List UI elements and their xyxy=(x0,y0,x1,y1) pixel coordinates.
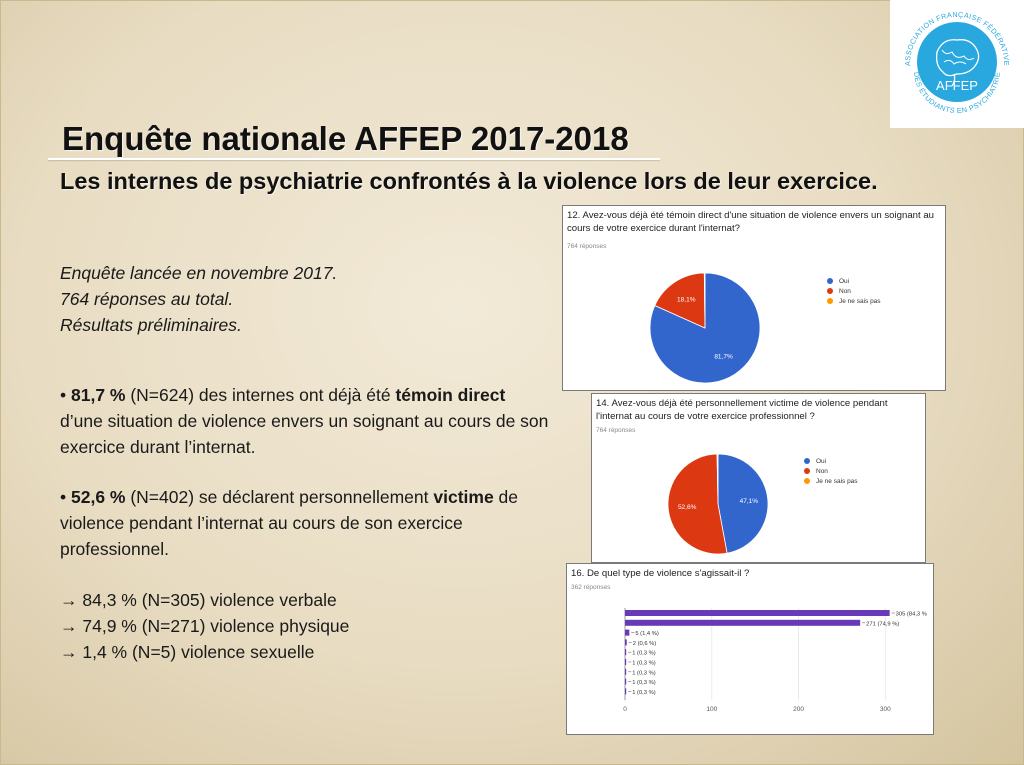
legend-label: Je ne sais pas xyxy=(839,297,881,305)
bullet-text: (N=402) se déclarent personnellement xyxy=(125,487,434,507)
legend-label: Non xyxy=(816,467,828,475)
legend-swatch xyxy=(827,288,833,294)
pie-slice-label: 18,1% xyxy=(677,296,696,303)
pie-slice-label: 52,6% xyxy=(678,504,697,511)
bar xyxy=(625,639,627,646)
legend-item: Je ne sais pas xyxy=(804,476,858,486)
violence-types: → 84,3 % (N=305) violence verbale → 74,9… xyxy=(60,587,349,665)
x-tick-label: 300 xyxy=(880,706,891,713)
intro-block: Enquête lancée en novembre 2017. 764 rép… xyxy=(60,260,337,338)
bar xyxy=(625,659,627,665)
x-tick-label: 0 xyxy=(623,706,627,713)
legend-label: Non xyxy=(839,287,851,295)
legend-item: Non xyxy=(827,286,881,296)
logo-name: AFFEP xyxy=(936,78,978,93)
bar xyxy=(625,678,627,685)
bar-value-label: 2 (0,6 %) xyxy=(633,641,657,647)
chart-legend: Oui Non Je ne sais pas xyxy=(804,456,858,486)
violence-type-line: → 1,4 % (N=5) violence sexuelle xyxy=(60,642,315,662)
pie-slice-non xyxy=(654,272,706,329)
bullet-pct: 52,6 % xyxy=(71,487,126,507)
slide-title: Enquête nationale AFFEP 2017-2018 xyxy=(62,120,629,157)
bar xyxy=(625,649,627,656)
affep-logo: ASSOCIATION FRANÇAISE FÉDÉRATIVE DES ÉTU… xyxy=(890,0,1024,128)
bar xyxy=(625,619,861,626)
legend-item: Je ne sais pas xyxy=(827,296,881,306)
bar-value-label: 271 (74,9 %) xyxy=(866,621,899,627)
pie-slice-label: 47,1% xyxy=(740,498,759,505)
legend-swatch xyxy=(827,298,833,304)
bullet-text: de violence pendant l’internat au cours … xyxy=(60,487,519,559)
violence-type-line: → 84,3 % (N=305) violence verbale xyxy=(60,590,337,610)
bar-value-label: 1 (0,3 %) xyxy=(632,651,656,657)
bullet-witness: • 81,7 % (N=624) des internes ont déjà é… xyxy=(60,385,549,457)
bar-value-label: 1 (0,3 %) xyxy=(632,661,656,667)
bar-value-label: 305 (84,3 % xyxy=(896,612,927,618)
x-tick-label: 200 xyxy=(793,706,804,713)
intro-line: Résultats préliminaires. xyxy=(60,315,242,335)
violence-type-line: → 74,9 % (N=271) violence physique xyxy=(60,616,350,636)
pie-slice-non xyxy=(667,453,728,555)
bar xyxy=(625,629,630,636)
chart-question: 12. Avez-vous déjà été témoin direct d'u… xyxy=(567,210,934,234)
bar xyxy=(625,610,890,616)
chart-question: 14. Avez-vous déjà été personnellement v… xyxy=(596,398,888,422)
title-underline xyxy=(48,158,660,160)
bar-value-label: 1 (0,3 %) xyxy=(632,670,656,676)
chart-panel-q14: 14. Avez-vous déjà été personnellement v… xyxy=(591,393,926,563)
chart-legend: Oui Non Je ne sais pas xyxy=(827,276,881,306)
legend-item: Oui xyxy=(827,276,881,286)
chart-responses: 764 réponses xyxy=(567,243,607,250)
chart-question: 16. De quel type de violence s'agissait-… xyxy=(571,568,750,579)
bullet-text: (N=624) des internes ont déjà été xyxy=(125,385,396,405)
legend-item: Non xyxy=(804,466,858,476)
pie-slice-je-ne-sais-pas xyxy=(703,272,706,329)
legend-swatch xyxy=(827,278,833,284)
chart-responses: 362 réponses xyxy=(571,584,611,591)
legend-label: Oui xyxy=(816,457,827,465)
intro-line: Enquête lancée en novembre 2017. xyxy=(60,263,338,283)
slide-subtitle: Les internes de psychiatrie confrontés à… xyxy=(60,168,878,194)
intro-line: 764 réponses au total. xyxy=(60,289,234,309)
bullet-bold: témoin direct xyxy=(395,385,506,405)
legend-label: Je ne sais pas xyxy=(816,477,858,485)
legend-swatch xyxy=(804,468,810,474)
bar-value-label: 1 (0,3 %) xyxy=(632,680,656,686)
bar xyxy=(625,688,627,695)
chart-panel-q12: 12. Avez-vous déjà été témoin direct d'u… xyxy=(562,205,946,391)
pie-slice-label: 81,7% xyxy=(714,354,733,361)
bullet-bold: victime xyxy=(433,487,494,507)
pie-chart-q12: 81,7% 18,1% xyxy=(649,272,761,384)
bar-value-label: 5 (1,4 %) xyxy=(635,631,659,637)
bullet-text: d’une situation de violence envers un so… xyxy=(60,411,549,457)
legend-swatch xyxy=(804,478,810,484)
pie-slice-je-ne-sais-pas xyxy=(716,453,719,505)
legend-item: Oui xyxy=(804,456,858,466)
bar xyxy=(625,668,627,675)
pie-slice-oui xyxy=(717,453,769,554)
bullet-pct: 81,7 % xyxy=(71,385,126,405)
chart-panel-q16: 16. De quel type de violence s'agissait-… xyxy=(566,563,934,735)
bar-value-label: 1 (0,3 %) xyxy=(632,690,656,696)
chart-responses: 764 réponses xyxy=(596,427,636,434)
legend-swatch xyxy=(804,458,810,464)
bar-chart-q16: 0 100 200 300 305 (84,3 % 271 (74,9 %) 5 (1,4 … xyxy=(623,608,927,713)
pie-chart-q14: 47,1% 52,6% xyxy=(667,453,769,555)
bullet-victim: • 52,6 % (N=402) se déclarent personnell… xyxy=(60,487,519,559)
legend-label: Oui xyxy=(839,277,850,285)
x-tick-label: 100 xyxy=(706,706,717,713)
